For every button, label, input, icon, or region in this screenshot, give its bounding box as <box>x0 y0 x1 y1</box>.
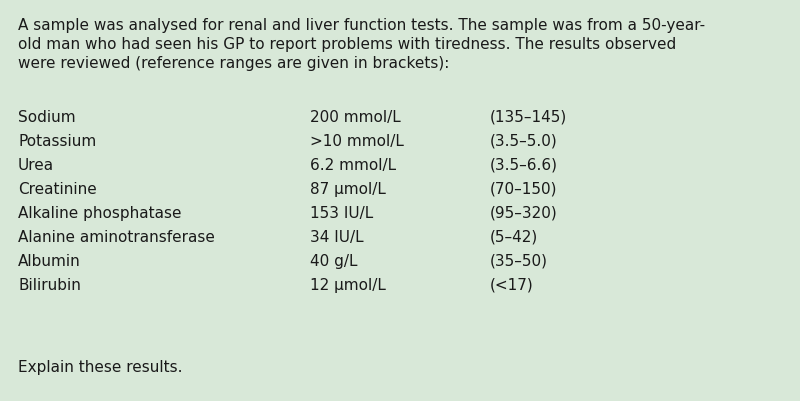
Text: (5–42): (5–42) <box>490 229 538 244</box>
Text: (<17): (<17) <box>490 277 534 292</box>
Text: were reviewed (reference ranges are given in brackets):: were reviewed (reference ranges are give… <box>18 56 450 71</box>
Text: Urea: Urea <box>18 158 54 172</box>
Text: (95–320): (95–320) <box>490 205 558 221</box>
Text: (35–50): (35–50) <box>490 253 548 268</box>
Text: A sample was analysed for renal and liver function tests. The sample was from a : A sample was analysed for renal and live… <box>18 18 705 33</box>
Text: (3.5–5.0): (3.5–5.0) <box>490 134 558 149</box>
Text: 40 g/L: 40 g/L <box>310 253 358 268</box>
Text: old man who had seen his GP to report problems with tiredness. The results obser: old man who had seen his GP to report pr… <box>18 37 676 52</box>
Text: 87 μmol/L: 87 μmol/L <box>310 182 386 196</box>
Text: Creatinine: Creatinine <box>18 182 97 196</box>
Text: Alkaline phosphatase: Alkaline phosphatase <box>18 205 182 221</box>
Text: 153 IU/L: 153 IU/L <box>310 205 374 221</box>
Text: (70–150): (70–150) <box>490 182 558 196</box>
Text: Bilirubin: Bilirubin <box>18 277 81 292</box>
Text: 200 mmol/L: 200 mmol/L <box>310 110 401 125</box>
Text: (3.5–6.6): (3.5–6.6) <box>490 158 558 172</box>
Text: Sodium: Sodium <box>18 110 76 125</box>
Text: Alanine aminotransferase: Alanine aminotransferase <box>18 229 215 244</box>
Text: Explain these results.: Explain these results. <box>18 359 182 374</box>
Text: (135–145): (135–145) <box>490 110 567 125</box>
Text: Potassium: Potassium <box>18 134 96 149</box>
Text: Albumin: Albumin <box>18 253 81 268</box>
Text: 12 μmol/L: 12 μmol/L <box>310 277 386 292</box>
Text: 34 IU/L: 34 IU/L <box>310 229 364 244</box>
Text: >10 mmol/L: >10 mmol/L <box>310 134 404 149</box>
Text: 6.2 mmol/L: 6.2 mmol/L <box>310 158 396 172</box>
